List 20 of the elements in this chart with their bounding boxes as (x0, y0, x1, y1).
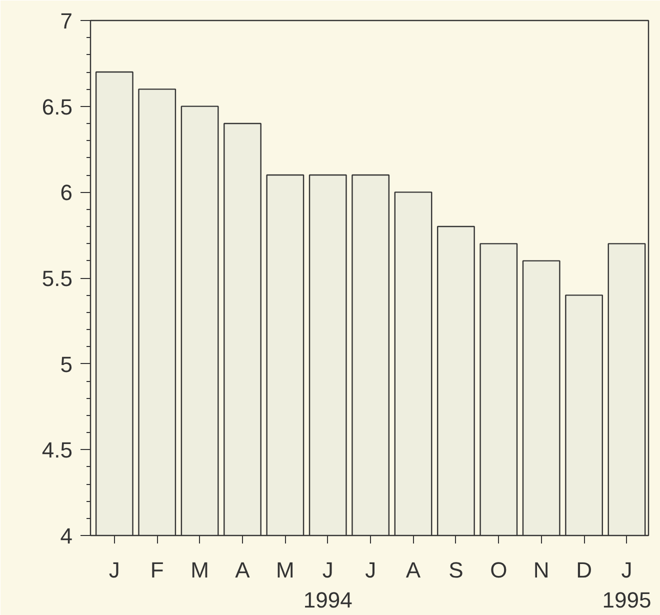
x-tick-label: J 1995 (602, 558, 652, 612)
y-tick-label: 7 (60, 8, 73, 34)
x-tick-label: N (533, 558, 550, 582)
x-tick-label: D (576, 558, 592, 582)
x-tick-label: A (406, 558, 421, 582)
y-tick-label: 4.5 (42, 438, 73, 463)
x-tick-label: S (448, 558, 464, 582)
x-tick-label: M (190, 558, 209, 582)
y-tick-label: 5 (60, 352, 73, 377)
y-tick-label: 6.5 (42, 94, 73, 120)
x-tick-label: M (276, 558, 294, 582)
x-tick-label: O (490, 558, 508, 582)
y-tick-label: 4 (60, 524, 73, 548)
x-tick-label: J (365, 558, 376, 582)
x-tick-label: J (108, 558, 120, 582)
x-tick-label: A (235, 558, 250, 582)
y-tick-label: 5.5 (42, 266, 73, 291)
y-tick-label: 6 (60, 180, 73, 206)
x-tick-label: J 1994 (303, 558, 352, 612)
x-tick-label: F (150, 558, 164, 582)
